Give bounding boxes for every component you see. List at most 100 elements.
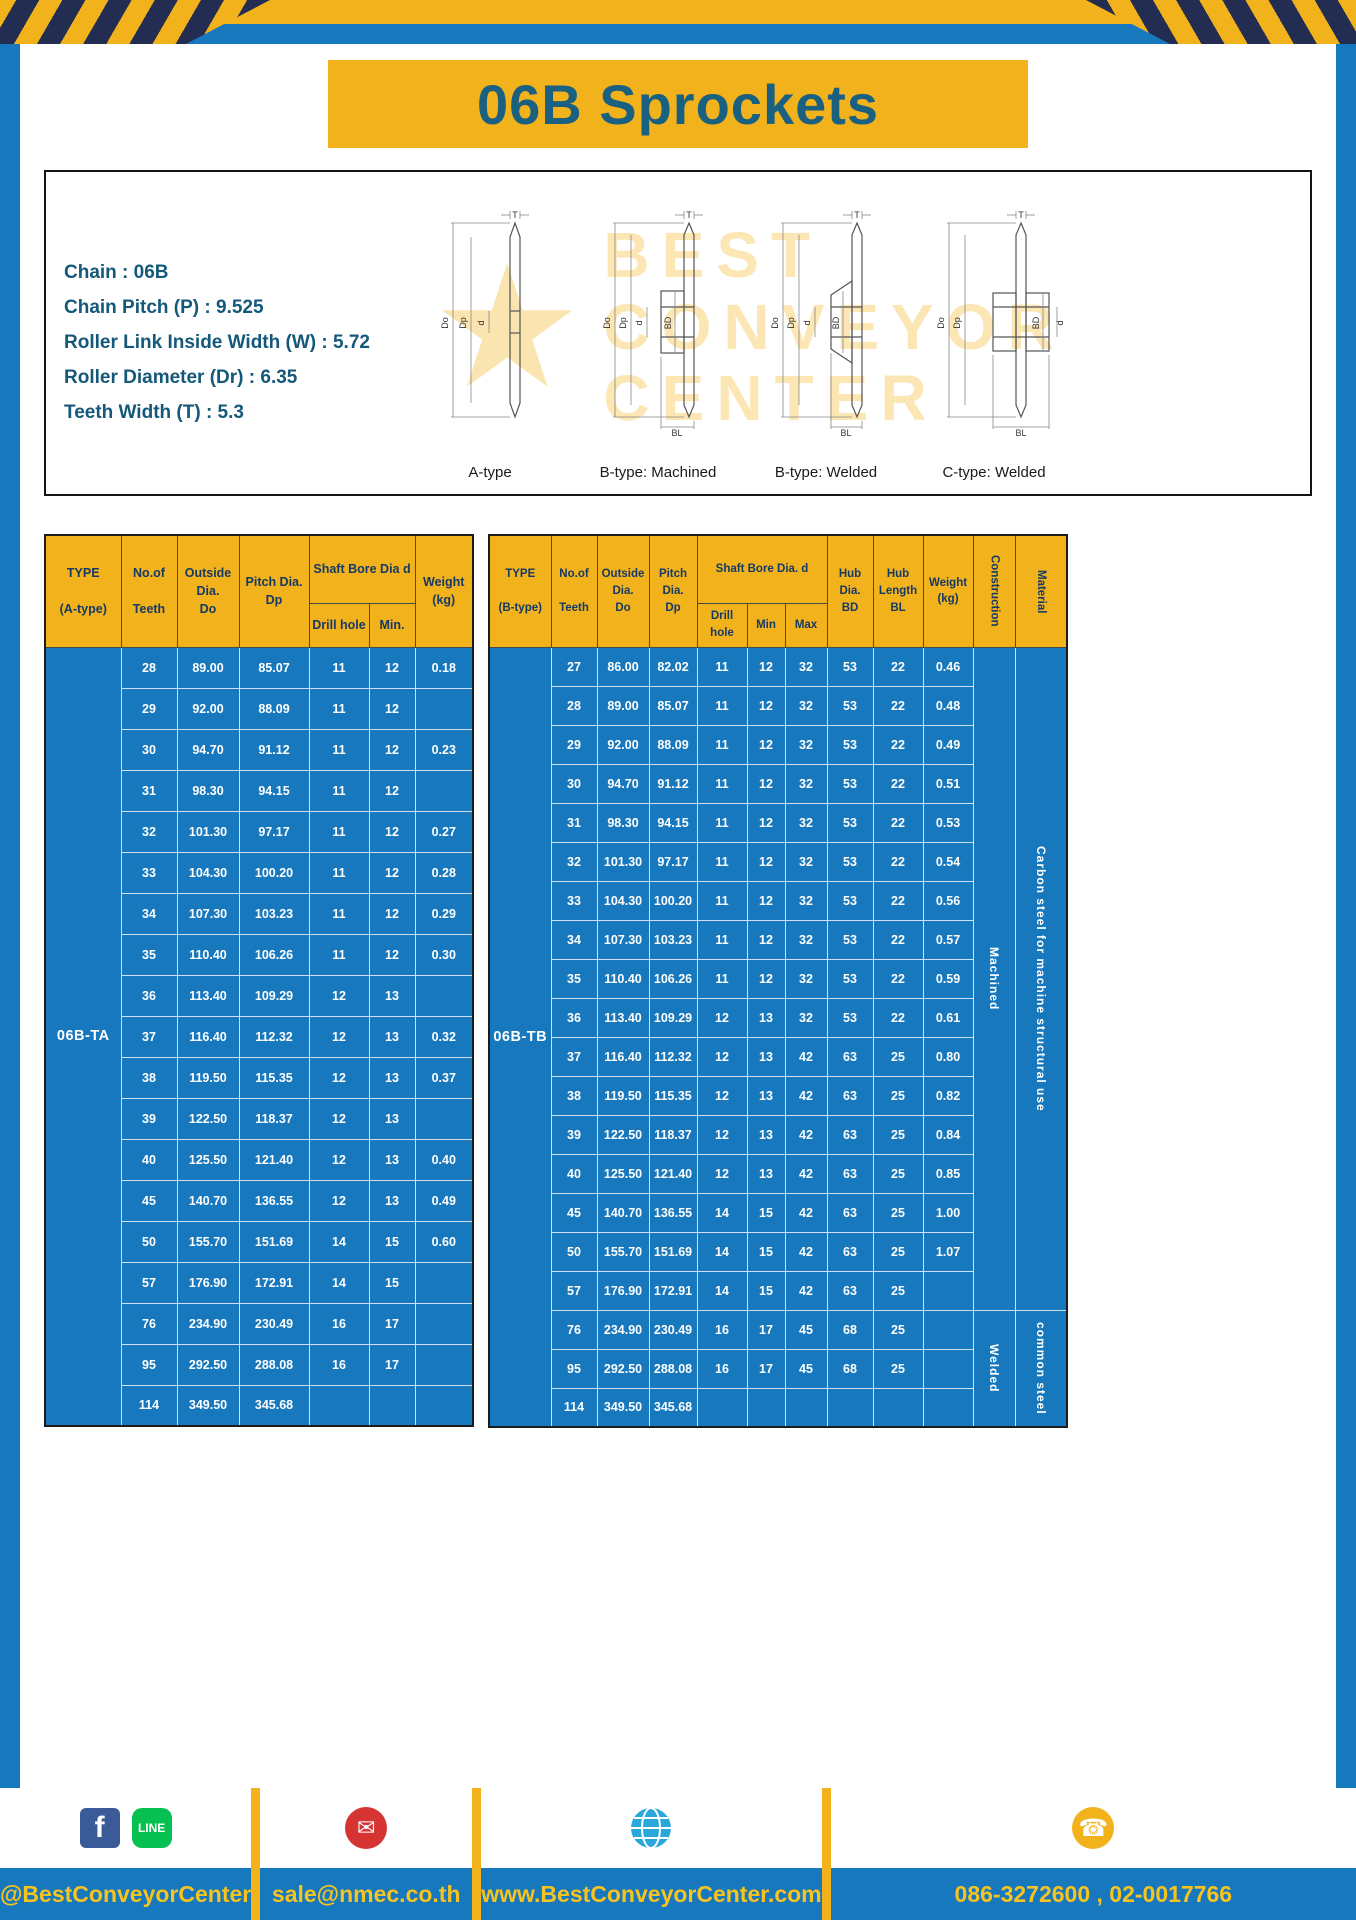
table-cell: 98.30 [176, 769, 240, 812]
website-url[interactable]: www.BestConveyorCenter.com [481, 1880, 822, 1907]
table-cell: 0.28 [414, 851, 474, 894]
table-b-row: 06B-TB 27 86.00 82.02 11 12 32 53 22 0.46 Machined… [488, 646, 1068, 1428]
footer-phone-icons: ☎ [830, 1788, 1356, 1868]
table-b-header-shaft-bore: Shaft Bore Dia. d [696, 534, 828, 604]
table-cell: 30 [120, 728, 178, 771]
table-cell [826, 1387, 874, 1428]
facebook-handle[interactable]: @BestConveyorCenter [0, 1880, 252, 1907]
table-cell: 11 [696, 685, 748, 726]
line-icon[interactable]: LINE [131, 1808, 172, 1848]
table-cell: 32 [784, 919, 828, 960]
table-cell: 40 [120, 1138, 178, 1181]
table-cell: 76 [120, 1302, 178, 1345]
mail-icon[interactable]: ✉ [345, 1807, 388, 1849]
table-a-row: 33 104.30 100.20 11 12 0.28 [45, 851, 474, 894]
table-cell: 40 [550, 1153, 598, 1194]
table-cell: 172.91 [238, 1261, 310, 1304]
table-cell: 94.70 [176, 728, 240, 771]
spec-tables: TYPE (A-type) No.of Teeth Outside Dia. D… [44, 534, 1336, 1428]
table-cell: 11 [308, 851, 370, 894]
table-cell: 100.20 [238, 851, 310, 894]
table-cell: 42 [784, 1075, 828, 1116]
table-cell: 1.00 [922, 1192, 974, 1233]
table-cell: 101.30 [596, 841, 650, 882]
table-cell: 12 [368, 646, 416, 689]
spec-line: Teeth Width (T) : 5.3 [64, 401, 244, 423]
table-cell: 12 [368, 769, 416, 812]
phone-icon[interactable]: ☎ [1072, 1807, 1115, 1849]
svg-text:BL: BL [671, 428, 682, 438]
table-cell: 103.23 [238, 892, 310, 935]
table-cell: 16 [696, 1348, 748, 1389]
material-cell: common steel [1014, 1309, 1068, 1428]
table-a-row: 57 176.90 172.91 14 15 [45, 1261, 474, 1304]
footer-section-website: www.BestConveyorCenter.com [481, 1788, 822, 1920]
table-cell: 172.91 [648, 1270, 698, 1311]
table-cell: 30 [550, 763, 598, 804]
table-cell: 13 [746, 1036, 786, 1077]
table-cell: 151.69 [648, 1231, 698, 1272]
table-cell: 12 [308, 1097, 370, 1140]
table-cell: 27 [550, 646, 598, 687]
svg-text:Do: Do [770, 317, 780, 329]
phone-numbers[interactable]: 086-3272600 , 02-0017766 [954, 1880, 1233, 1907]
table-cell: 292.50 [596, 1348, 650, 1389]
table-cell: 50 [120, 1220, 178, 1263]
table-cell: 11 [308, 933, 370, 976]
table-b-header-pitch-dia: Pitch Dia. Dp [648, 534, 698, 648]
table-cell [414, 1384, 474, 1427]
table-cell: 140.70 [176, 1179, 240, 1222]
table-cell [414, 687, 474, 730]
table-cell: 13 [746, 1114, 786, 1155]
table-cell: 119.50 [176, 1056, 240, 1099]
table-b-header-drill-hole: Drill hole [696, 602, 748, 648]
table-cell: 12 [696, 1075, 748, 1116]
table-cell: 12 [696, 1153, 748, 1194]
main-content: 06B Sprockets ★ BEST CONVEYOR CENTER Cha… [20, 44, 1336, 1788]
footer-section-email: ✉ sale@nmec.co.th [260, 1788, 473, 1920]
table-cell: 104.30 [176, 851, 240, 894]
construction-cell: Welded [972, 1309, 1016, 1428]
table-cell: 53 [826, 763, 874, 804]
table-a-row: 06B-TA 28 89.00 85.07 11 12 0.18 [44, 646, 474, 1427]
table-cell: 35 [550, 958, 598, 999]
table-cell: 86.00 [596, 646, 650, 687]
table-cell [872, 1387, 924, 1428]
footer-divider [472, 1788, 482, 1920]
table-a-header-min: Min. [368, 602, 416, 648]
table-cell: 0.85 [922, 1153, 974, 1194]
table-cell: 11 [308, 892, 370, 935]
table-cell: 53 [826, 958, 874, 999]
svg-text:Dp: Dp [618, 317, 628, 329]
table-cell: 34 [120, 892, 178, 935]
table-cell: 22 [872, 802, 924, 843]
table-cell: 12 [746, 724, 786, 765]
spec-line: Roller Link Inside Width (W) : 5.72 [64, 331, 370, 353]
table-b-header-hub-dia: Hub Dia. BD [826, 534, 874, 648]
svg-text:Dp: Dp [952, 317, 962, 329]
table-cell: 25 [872, 1270, 924, 1311]
table-cell [696, 1387, 748, 1428]
svg-text:T: T [1018, 210, 1024, 220]
svg-text:Dp: Dp [786, 317, 796, 329]
facebook-icon[interactable]: f [79, 1808, 120, 1848]
email-address[interactable]: sale@nmec.co.th [271, 1880, 461, 1907]
table-cell: 22 [872, 724, 924, 765]
top-yellow-bar [90, 0, 1266, 24]
svg-text:BD: BD [1031, 316, 1041, 329]
table-a-row: 45 140.70 136.55 12 13 0.49 [45, 1179, 474, 1222]
table-cell: 32 [784, 646, 828, 687]
table-cell: 95 [120, 1343, 178, 1386]
table-cell: 349.50 [596, 1387, 650, 1428]
globe-icon[interactable] [629, 1806, 673, 1850]
table-cell: 0.57 [922, 919, 974, 960]
table-cell: 11 [696, 841, 748, 882]
table-cell: 12 [368, 933, 416, 976]
table-cell: 25 [872, 1231, 924, 1272]
table-cell: 345.68 [648, 1387, 698, 1428]
table-cell: 12 [746, 646, 786, 687]
table-cell: 11 [696, 919, 748, 960]
table-cell: 22 [872, 841, 924, 882]
table-cell: 17 [368, 1343, 416, 1386]
table-cell: 17 [746, 1348, 786, 1389]
